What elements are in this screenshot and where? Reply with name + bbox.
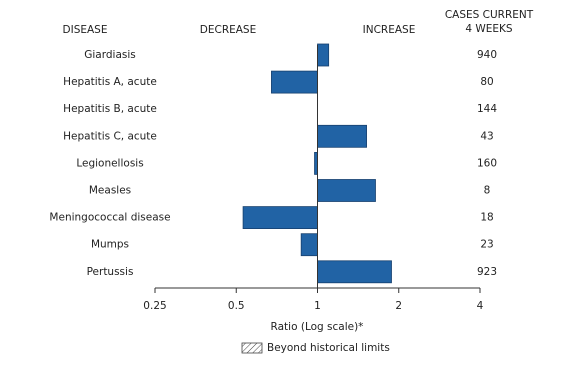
cases-value: 23 [480,239,493,251]
category-label: Meningococcal disease [49,212,170,224]
category-label: Legionellosis [76,157,143,169]
header: INCREASE [363,24,416,36]
category-label: Mumps [91,239,129,251]
bar [317,124,367,148]
x-tick-label: 1 [314,300,321,312]
cases-value: 80 [480,76,493,88]
legend-swatch [241,342,263,354]
header: 4 WEEKS [465,23,513,35]
cases-value: 8 [484,185,491,197]
bar [317,43,330,67]
category-label: Hepatitis B, acute [63,103,157,115]
category-label: Measles [89,185,131,197]
category-label: Hepatitis C, acute [63,130,157,142]
category-label: Giardiasis [84,49,136,61]
legend-label: Beyond historical limits [267,342,390,354]
x-tick-label: 0.5 [228,300,245,312]
x-axis-label: Ratio (Log scale)* [271,321,364,333]
cases-value: 940 [477,49,497,61]
x-tick-label: 4 [477,300,484,312]
cases-value: 43 [480,130,493,142]
cases-value: 160 [477,157,497,169]
category-label: Pertussis [87,266,134,278]
header: DISEASE [63,24,108,36]
bar [271,70,318,94]
bar [317,260,392,284]
x-tick-label: 2 [395,300,402,312]
category-label: Hepatitis A, acute [63,76,157,88]
bar [317,179,376,202]
cases-value: 144 [477,103,497,115]
x-tick-label: 0.25 [143,300,166,312]
bar [300,233,318,257]
header: DECREASE [200,24,256,36]
bar [242,206,318,230]
cases-value: 18 [480,212,493,224]
header: CASES CURRENT [445,9,534,21]
cases-value: 923 [477,266,497,278]
